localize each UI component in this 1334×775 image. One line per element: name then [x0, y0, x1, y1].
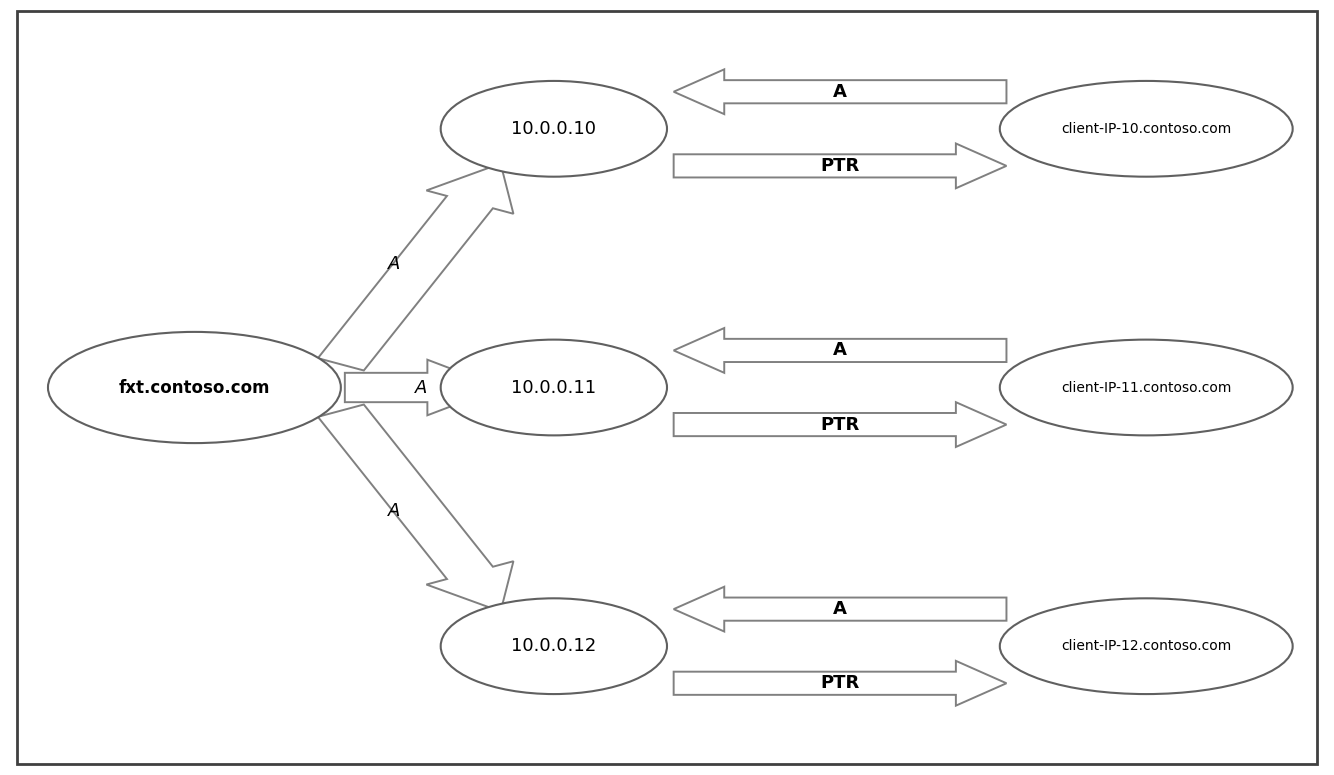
- Text: fxt.contoso.com: fxt.contoso.com: [119, 378, 271, 397]
- Ellipse shape: [440, 339, 667, 436]
- Polygon shape: [674, 661, 1006, 706]
- Text: PTR: PTR: [820, 415, 859, 433]
- Text: A: A: [388, 255, 400, 273]
- Text: PTR: PTR: [820, 674, 859, 692]
- Text: A: A: [834, 342, 847, 360]
- Ellipse shape: [48, 332, 342, 443]
- Text: 10.0.0.11: 10.0.0.11: [511, 378, 596, 397]
- Ellipse shape: [440, 598, 667, 694]
- Text: A: A: [388, 502, 400, 520]
- Text: client-IP-11.contoso.com: client-IP-11.contoso.com: [1061, 381, 1231, 394]
- Text: client-IP-10.contoso.com: client-IP-10.contoso.com: [1061, 122, 1231, 136]
- Polygon shape: [346, 360, 500, 415]
- Text: A: A: [834, 83, 847, 101]
- Polygon shape: [674, 328, 1006, 373]
- Polygon shape: [674, 402, 1006, 447]
- Ellipse shape: [999, 81, 1293, 177]
- Text: 10.0.0.10: 10.0.0.10: [511, 120, 596, 138]
- Polygon shape: [674, 143, 1006, 188]
- Polygon shape: [674, 69, 1006, 114]
- Text: PTR: PTR: [820, 157, 859, 175]
- Polygon shape: [317, 405, 514, 611]
- Polygon shape: [674, 587, 1006, 632]
- Text: client-IP-12.contoso.com: client-IP-12.contoso.com: [1061, 639, 1231, 653]
- Ellipse shape: [999, 598, 1293, 694]
- Text: 10.0.0.12: 10.0.0.12: [511, 637, 596, 655]
- Polygon shape: [317, 164, 514, 370]
- Text: A: A: [834, 600, 847, 618]
- Ellipse shape: [999, 339, 1293, 436]
- Ellipse shape: [440, 81, 667, 177]
- Text: A: A: [415, 378, 427, 397]
